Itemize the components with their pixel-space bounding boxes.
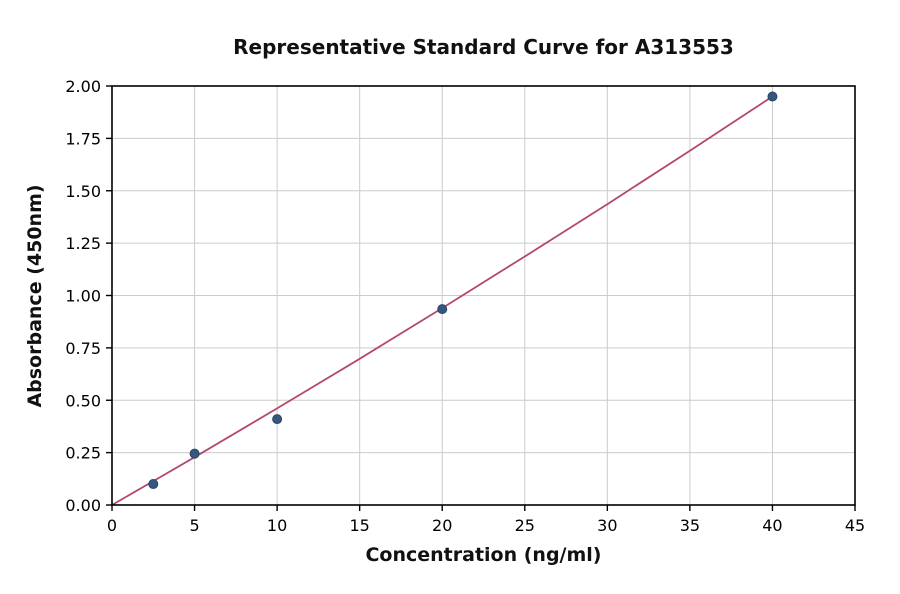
x-tick-label: 30	[597, 516, 617, 535]
y-axis-label: Absorbance (450nm)	[24, 184, 46, 408]
x-tick-label: 15	[349, 516, 369, 535]
x-axis-label: Concentration (ng/ml)	[365, 544, 602, 566]
plot-border	[111, 85, 856, 506]
y-tick-label: 0.75	[65, 339, 101, 358]
x-tick-label: 35	[680, 516, 700, 535]
x-tick-label: 0	[107, 516, 117, 535]
x-tick-label: 40	[762, 516, 782, 535]
data-point	[272, 414, 283, 425]
y-tick-label: 0.00	[65, 496, 101, 515]
y-tick-label: 0.25	[65, 444, 101, 463]
y-tick-label: 1.00	[65, 287, 101, 306]
x-tick-label: 45	[845, 516, 865, 535]
x-tick-label: 5	[189, 516, 199, 535]
data-point	[767, 91, 778, 102]
trend-line	[111, 95, 773, 506]
y-tick-label: 1.75	[65, 129, 101, 148]
y-tick-label: 1.25	[65, 234, 101, 253]
y-tick-label: 2.00	[65, 77, 101, 96]
x-tick-label: 25	[515, 516, 535, 535]
x-tick-label: 20	[432, 516, 452, 535]
chart-title: Representative Standard Curve for A31355…	[233, 35, 734, 59]
y-tick-label: 0.50	[65, 391, 101, 410]
data-point	[437, 304, 448, 315]
y-tick-label: 1.50	[65, 182, 101, 201]
data-point	[189, 448, 200, 459]
data-point	[148, 479, 159, 490]
x-tick-label: 10	[267, 516, 287, 535]
